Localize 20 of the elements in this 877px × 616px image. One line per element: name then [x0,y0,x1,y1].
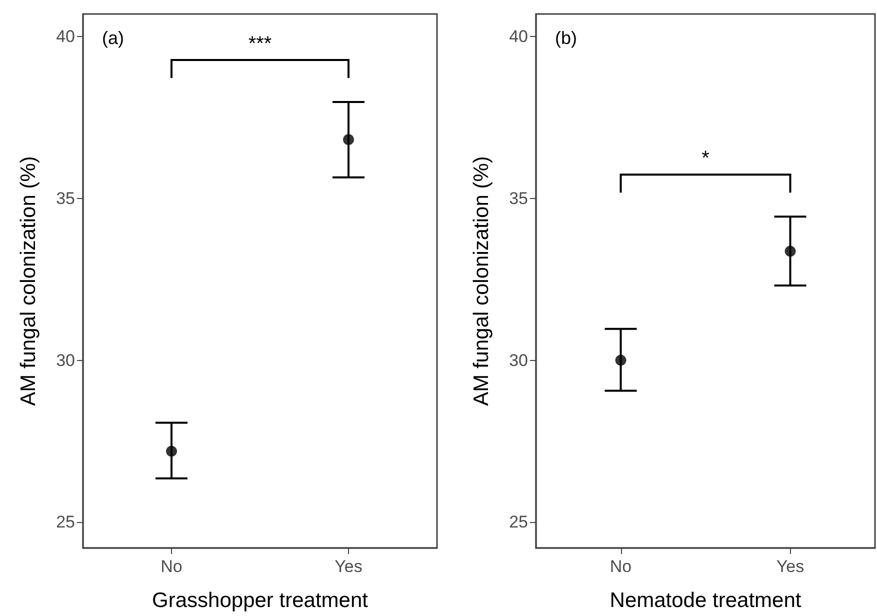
y-tick-label: 30 [509,350,528,370]
x-axis-title: Nematode treatment [610,589,802,612]
x-tick-label: Yes [334,557,362,576]
y-axis-title: AM fungal colonization (%) [470,156,493,406]
y-tick-label: 40 [509,27,528,46]
x-tick-label: Yes [776,557,804,576]
y-tick-label: 25 [56,512,75,532]
annotation: * [702,148,710,170]
y-tick-label: 35 [509,188,528,208]
y-axis-title: AM fungal colonization (%) [17,156,40,406]
x-axis-title: Grasshopper treatment [152,589,368,612]
y-tick-label: 40 [56,27,75,46]
x-tick-label: No [160,557,182,576]
y-tick-label: 30 [56,350,75,370]
x-tick-label: No [610,557,632,576]
annotation: *** [248,33,272,56]
y-tick-label: 35 [56,188,75,208]
y-tick-label: 25 [509,512,528,532]
text: (a) [102,28,124,48]
text: (b) [555,28,577,48]
